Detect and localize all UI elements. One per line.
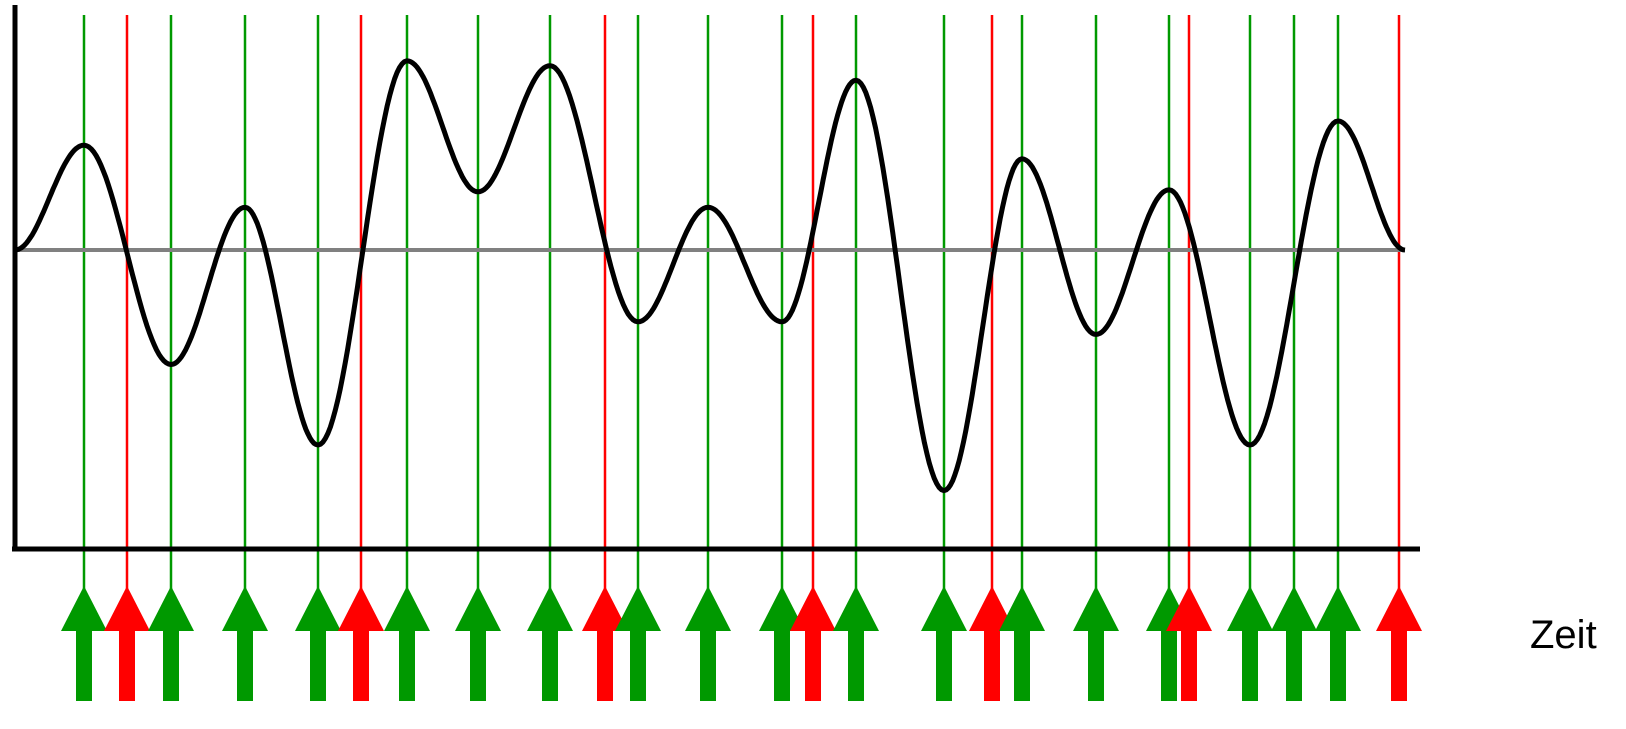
extremum-arrow-icon bbox=[1271, 586, 1317, 701]
zero-crossing-arrow-icon bbox=[104, 586, 150, 701]
x-axis-label: Zeit bbox=[1530, 613, 1597, 657]
extremum-arrow-icon bbox=[1227, 586, 1273, 701]
marker-lines bbox=[82, 15, 1401, 590]
extremum-arrow-icon bbox=[1073, 586, 1119, 701]
zero-crossing-arrow-icon bbox=[582, 586, 628, 701]
event-arrows bbox=[61, 586, 1422, 701]
zero-crossing-arrow-icon bbox=[1376, 586, 1422, 701]
zero-crossing-arrow-icon bbox=[790, 586, 836, 701]
extremum-arrow-icon bbox=[833, 586, 879, 701]
extremum-arrow-icon bbox=[615, 586, 661, 701]
zero-crossing-arrow-icon bbox=[338, 586, 384, 701]
extremum-arrow-icon bbox=[999, 586, 1045, 701]
extremum-arrow-icon bbox=[384, 586, 430, 701]
extremum-arrow-icon bbox=[222, 586, 268, 701]
extremum-arrow-icon bbox=[685, 586, 731, 701]
waveform bbox=[14, 58, 1406, 494]
zero-crossing-arrow-icon bbox=[969, 586, 1015, 701]
extremum-arrow-icon bbox=[527, 586, 573, 701]
zero-crossing-arrow-icon bbox=[1166, 586, 1212, 701]
extremum-arrow-icon bbox=[759, 586, 805, 701]
extremum-arrow-icon bbox=[1315, 586, 1361, 701]
extremum-arrow-icon bbox=[295, 586, 341, 701]
extremum-arrow-icon bbox=[921, 586, 967, 701]
extremum-arrow-icon bbox=[455, 586, 501, 701]
extremum-arrow-icon bbox=[148, 586, 194, 701]
extremum-arrow-icon bbox=[61, 586, 107, 701]
